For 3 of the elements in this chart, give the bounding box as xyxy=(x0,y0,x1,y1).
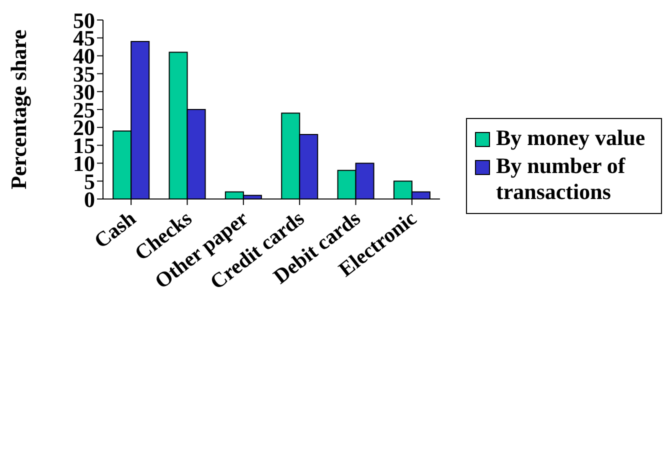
legend-label: By money value xyxy=(496,125,646,151)
legend-label: By number of transactions xyxy=(496,153,626,205)
y-axis-title: Percentage share xyxy=(6,29,31,190)
